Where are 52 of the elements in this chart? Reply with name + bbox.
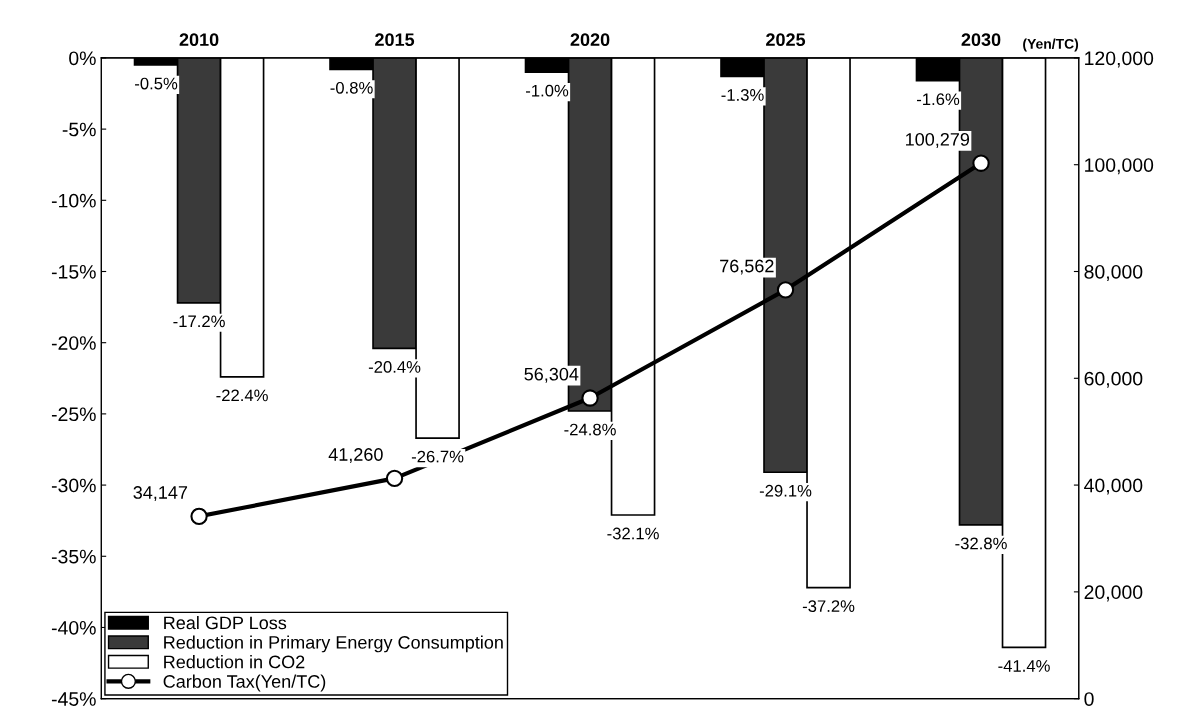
data-label: -20.4% xyxy=(368,360,421,373)
data-label: -1.0% xyxy=(526,84,569,97)
data-label: -1.3% xyxy=(721,89,764,101)
point xyxy=(972,154,990,172)
y2-tick-label: 60,000 xyxy=(1084,371,1143,388)
y-tick-label: -45% xyxy=(51,692,96,706)
data-label: 76,562 xyxy=(720,259,774,275)
y-tick-label: -20% xyxy=(51,336,96,350)
y-tick-label: 0% xyxy=(69,51,96,66)
data-label: -32.8% xyxy=(955,537,1007,550)
y2-tick-label: 100,000 xyxy=(1085,158,1154,175)
point xyxy=(776,281,795,299)
data-label: -24.8% xyxy=(564,423,616,436)
legend-label: Reduction in CO2 xyxy=(164,655,305,669)
x-tick-label: 2015 xyxy=(375,33,415,47)
data-label: 100,279 xyxy=(906,132,970,148)
legend-label: Carbon Tax(Yen/TC) xyxy=(163,674,326,692)
y-tick-label: -30% xyxy=(51,478,96,493)
y-tick-label: -40% xyxy=(51,620,96,635)
data-label: -0.5% xyxy=(135,77,178,90)
y-tick-label: -15% xyxy=(51,265,96,279)
y2-tick-label: 20,000 xyxy=(1084,585,1143,602)
legend-label: Reduction in Primary Energy Consumption xyxy=(164,635,503,653)
y-tick-label: -35% xyxy=(51,549,96,564)
data-label: -29.1% xyxy=(759,484,812,497)
data-label: -22.4% xyxy=(216,389,268,402)
y2-tick-label: 80,000 xyxy=(1084,264,1143,282)
data-label: -26.7% xyxy=(411,450,464,463)
point xyxy=(190,507,208,526)
y2-tick-label: 120,000 xyxy=(1085,51,1154,68)
data-label: 41,260 xyxy=(328,448,383,464)
y-tick-label: -10% xyxy=(51,193,96,208)
data-label: -37.2% xyxy=(802,600,855,613)
point xyxy=(581,389,599,407)
data-label: -1.6% xyxy=(916,93,960,106)
y-tick-label: -25% xyxy=(51,407,96,422)
y2-axis-title: (Yen/TC) xyxy=(1023,38,1079,52)
legend-label: Real GDP Loss xyxy=(164,615,287,630)
x-tick-label: 2030 xyxy=(961,33,1001,47)
x-tick-label: 2025 xyxy=(766,33,806,47)
data-label: 34,147 xyxy=(133,486,188,502)
y2-tick-label: 40,000 xyxy=(1084,478,1143,495)
x-tick-label: 2010 xyxy=(179,33,219,47)
y-tick-label: -5% xyxy=(62,122,96,137)
data-label: -17.2% xyxy=(173,315,225,328)
data-label: -32.1% xyxy=(607,527,659,540)
point xyxy=(385,469,404,488)
data-label: 56,304 xyxy=(524,367,579,383)
y2-tick-label: 0 xyxy=(1084,692,1094,706)
data-label: -41.4% xyxy=(998,660,1050,672)
data-label: -0.8% xyxy=(330,81,373,94)
x-tick-label: 2020 xyxy=(570,33,610,47)
